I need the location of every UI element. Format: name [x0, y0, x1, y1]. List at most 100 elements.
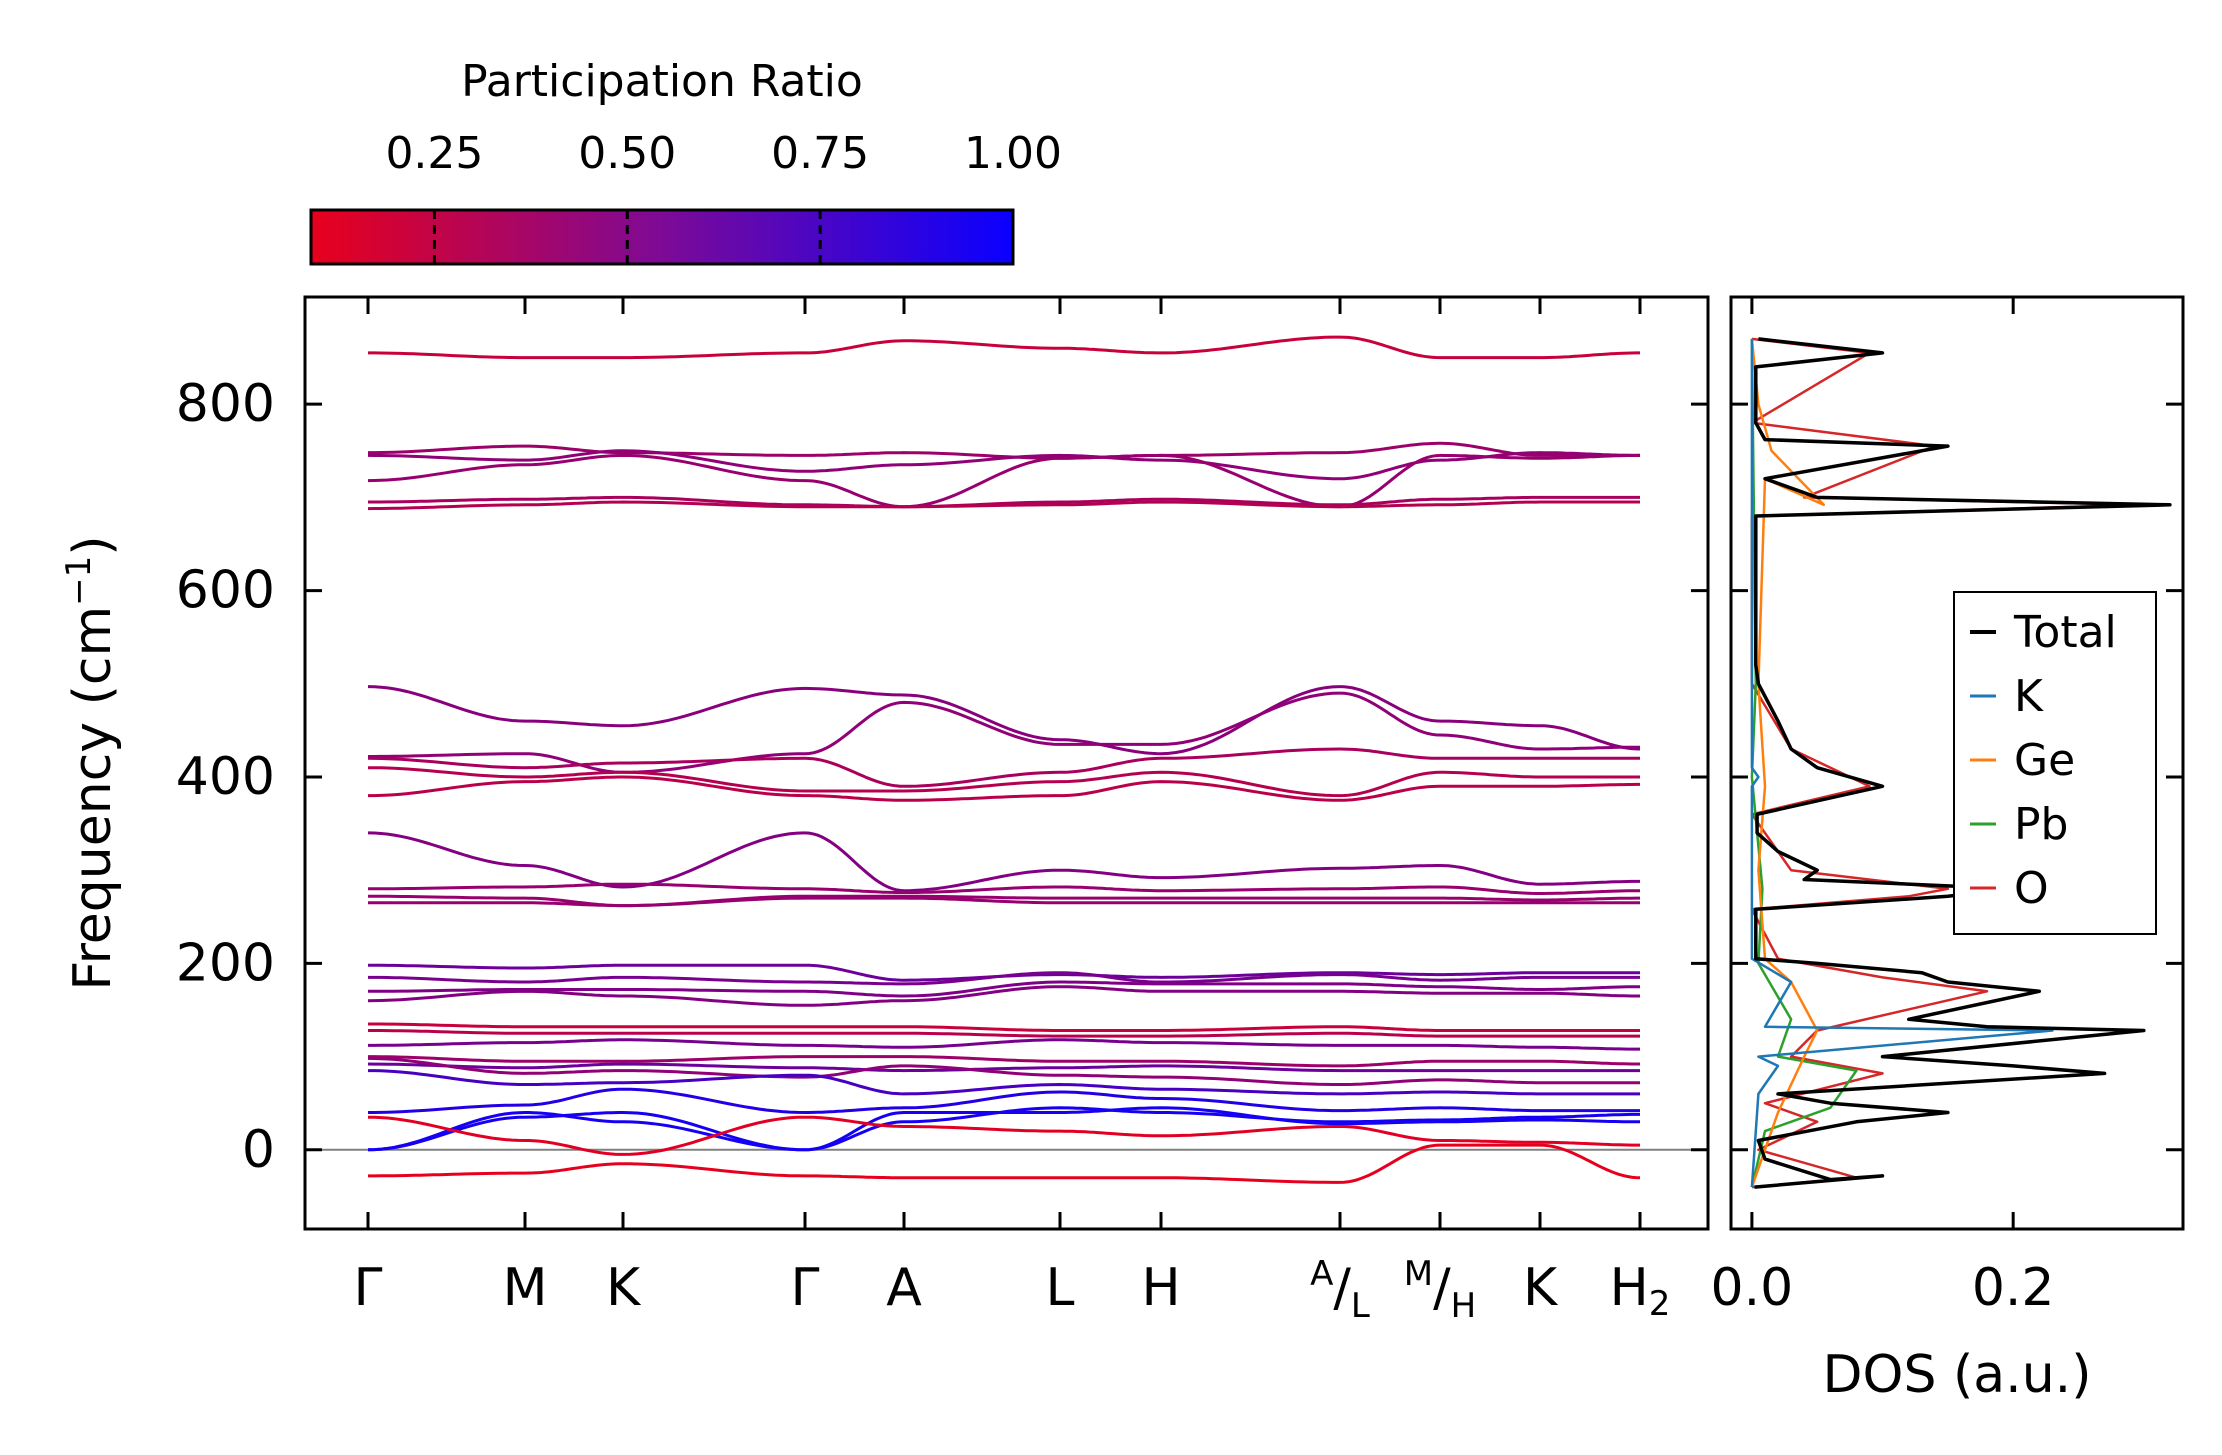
- band-line: [804, 747, 1341, 788]
- band-line: [804, 831, 1341, 893]
- y-tick-label: 0: [242, 1120, 275, 1180]
- band-line: [1439, 733, 1640, 751]
- band-line: [367, 963, 805, 970]
- band-line: [805, 1090, 1340, 1114]
- band-line: [805, 335, 1340, 355]
- colorbar-tick-label: 1.00: [964, 128, 1062, 179]
- x-tick-label: M: [503, 1258, 548, 1318]
- dos-x-axis-label: DOS (a.u.): [1823, 1345, 2092, 1405]
- band-line: [368, 752, 806, 774]
- band-line: [1340, 989, 1440, 995]
- band-line: [368, 495, 805, 507]
- band-line: [367, 989, 805, 1007]
- band-line: [805, 1055, 1340, 1068]
- band-line: [1340, 1078, 1440, 1086]
- band-line: [805, 453, 1340, 481]
- band-line: [804, 963, 1340, 982]
- band-line: [805, 894, 1340, 900]
- x-tick-label: K: [1523, 1258, 1559, 1318]
- band-line: [368, 775, 806, 798]
- band-line: [1440, 719, 1641, 751]
- y-tick-label: 200: [176, 933, 275, 993]
- band-line: [1340, 1031, 1440, 1038]
- band-line: [367, 1111, 806, 1152]
- band-line: [1339, 1143, 1441, 1184]
- legend-box: [1953, 591, 2157, 935]
- band-line: [804, 1073, 1341, 1096]
- x-tick-label: L: [1046, 1258, 1075, 1318]
- legend-label-total: Total: [2013, 607, 2117, 658]
- band-line: [368, 1069, 806, 1086]
- band-line: [805, 885, 1340, 894]
- band-line: [367, 1111, 806, 1152]
- band-line: [1339, 770, 1441, 798]
- band-line: [1340, 497, 1441, 507]
- band-line: [805, 1038, 1340, 1049]
- band-line: [1440, 896, 1640, 902]
- band-line: [1340, 885, 1440, 891]
- band-line: [804, 453, 1341, 509]
- band-line: [804, 980, 1340, 998]
- band-line: [804, 1064, 1340, 1086]
- dos-curve-pb: [1750, 338, 1858, 1188]
- band-line: [367, 1056, 805, 1079]
- band-line: [804, 685, 1341, 756]
- band-line: [1440, 971, 1640, 977]
- dos-x-tick-label: 0.2: [1972, 1258, 2055, 1318]
- band-line: [1440, 1078, 1640, 1085]
- band-line: [1440, 1139, 1640, 1147]
- band-line: [367, 453, 806, 483]
- band-line: [367, 685, 806, 728]
- dos-x-tick-label: 0.0: [1711, 1258, 1794, 1318]
- band-line: [367, 831, 806, 889]
- colorbar: Participation Ratio 0.25 0.50 0.75 1.00: [309, 56, 1062, 266]
- band-line: [368, 1087, 806, 1114]
- band-line: [1339, 335, 1441, 360]
- band-line: [1340, 1120, 1440, 1126]
- band-line: [1340, 971, 1440, 977]
- band-line: [1439, 453, 1641, 460]
- band-line: [1340, 1106, 1441, 1113]
- x-tick-label: M/H: [1404, 1254, 1476, 1326]
- band-line: [1439, 975, 1640, 982]
- band-line: [1340, 864, 1440, 870]
- band-line: [805, 896, 1340, 905]
- band-line: [368, 882, 805, 891]
- band-line: [368, 975, 805, 984]
- band-line: [805, 971, 1340, 986]
- band-line: [1440, 351, 1640, 360]
- legend: Total K Ge Pb O: [1953, 591, 2157, 935]
- band-line: [1340, 1059, 1441, 1068]
- band-line: [1340, 1125, 1441, 1142]
- band-line: [805, 780, 1341, 802]
- band-line: [1339, 685, 1441, 723]
- band-line: [805, 500, 1340, 509]
- colorbar-tick-label: 0.75: [771, 128, 869, 179]
- x-tick-label: Γ: [791, 1258, 820, 1318]
- band-line: [1340, 1118, 1440, 1124]
- band-line: [1440, 991, 1640, 998]
- band-line: [1340, 1025, 1440, 1032]
- band-line: [367, 500, 805, 511]
- band-line: [805, 1025, 1340, 1032]
- band-line: [1440, 1059, 1640, 1066]
- band-line: [1440, 500, 1640, 507]
- band-line: [1340, 458, 1441, 481]
- band-line: [367, 1115, 806, 1156]
- legend-label-pb: Pb: [2014, 799, 2068, 850]
- band-line: [1340, 982, 1440, 989]
- band-line: [1340, 1090, 1440, 1096]
- y-tick-label: 400: [176, 747, 275, 807]
- band-line: [368, 988, 805, 993]
- band-line: [1340, 973, 1441, 982]
- legend-label-o: O: [2014, 863, 2049, 914]
- band-line: [1440, 1043, 1640, 1051]
- band-line: [368, 1038, 805, 1047]
- band-line: [805, 1031, 1340, 1038]
- band-plot-frame: [303, 295, 1710, 1231]
- band-line: [1340, 441, 1441, 455]
- band-line: [367, 756, 806, 770]
- band-line: [368, 351, 805, 360]
- band-line: [367, 449, 806, 473]
